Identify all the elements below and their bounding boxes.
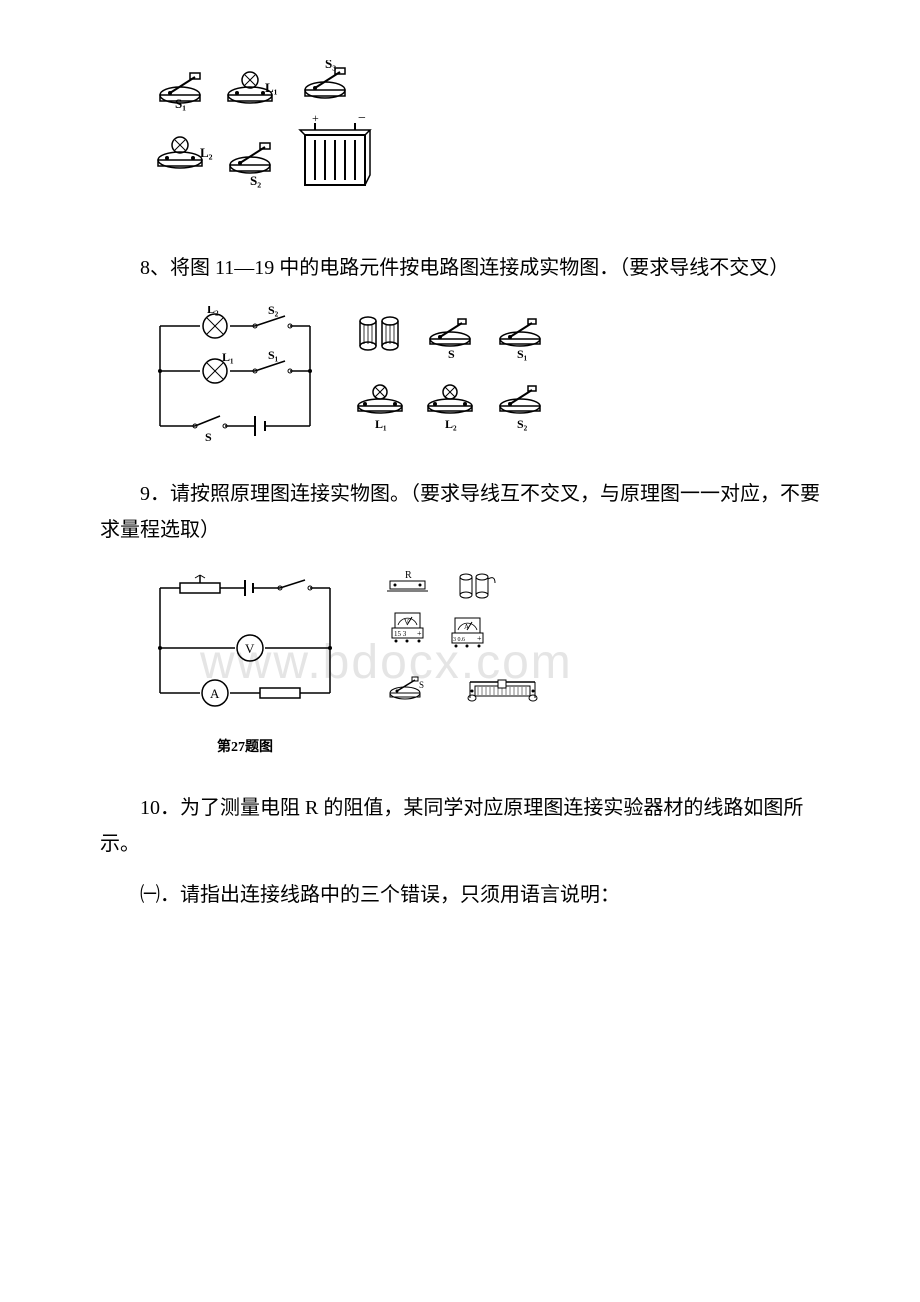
svg-text:L₂: L₂	[207, 306, 219, 316]
label-l1: L₁	[265, 80, 278, 95]
svg-text:+: +	[312, 111, 319, 125]
comp-label-s: S	[448, 347, 455, 361]
svg-text:A: A	[210, 686, 220, 701]
q9-caption: 第27题图	[0, 735, 580, 760]
svg-text:L₁: L₁	[222, 350, 234, 364]
label-s2: S₂	[250, 173, 261, 188]
label-s1: S₁	[175, 96, 186, 111]
q9-text: 9．请按照原理图连接实物图。（要求导线互不交叉，与原理图一一对应，不要求量程选取…	[100, 476, 820, 548]
svg-text:R: R	[405, 570, 412, 581]
q8-circuit-diagram: L₂ S₂ L₁ S₁ S	[150, 306, 610, 446]
svg-text:V: V	[404, 618, 409, 626]
q10-text2: ㈠．请指出连接线路中的三个错误，只须用语言说明：	[100, 877, 820, 913]
svg-text:15 3: 15 3	[394, 630, 407, 638]
q9-circuit-diagram: V A R	[150, 568, 580, 718]
svg-text:S₂: S₂	[268, 306, 279, 317]
svg-text:V: V	[245, 641, 255, 656]
comp-label-l2: L₂	[445, 417, 457, 431]
svg-text:−: −	[358, 111, 366, 126]
svg-text:S: S	[419, 680, 424, 690]
q8-figure-container: L₂ S₂ L₁ S₁ S	[150, 306, 820, 446]
q8-text: 8、将图 11—19 中的电路元件按电路图连接成实物图．（要求导线不交叉）	[100, 250, 820, 286]
q9-figure-container: V A R	[150, 568, 820, 760]
label-s3: S₃	[325, 60, 336, 71]
comp-label-s2: S₂	[517, 417, 528, 431]
q7-circuit-components: S₁ L₁ S₃	[150, 60, 390, 220]
comp-label-l1: L₁	[375, 417, 387, 431]
label-l2: L₂	[200, 145, 213, 160]
q7-figure-container: S₁ L₁ S₃	[150, 60, 820, 220]
svg-text:+: +	[477, 634, 482, 643]
comp-label-s1: S₁	[517, 347, 528, 361]
svg-text:S: S	[205, 430, 212, 444]
q10-text1: 10．为了测量电阻 R 的阻值，某同学对应原理图连接实验器材的线路如图所示。	[100, 790, 820, 862]
svg-text:S₁: S₁	[268, 348, 279, 362]
svg-text:3 0.6: 3 0.6	[453, 637, 465, 643]
svg-text:+: +	[417, 629, 422, 638]
svg-text:A: A	[464, 623, 469, 631]
